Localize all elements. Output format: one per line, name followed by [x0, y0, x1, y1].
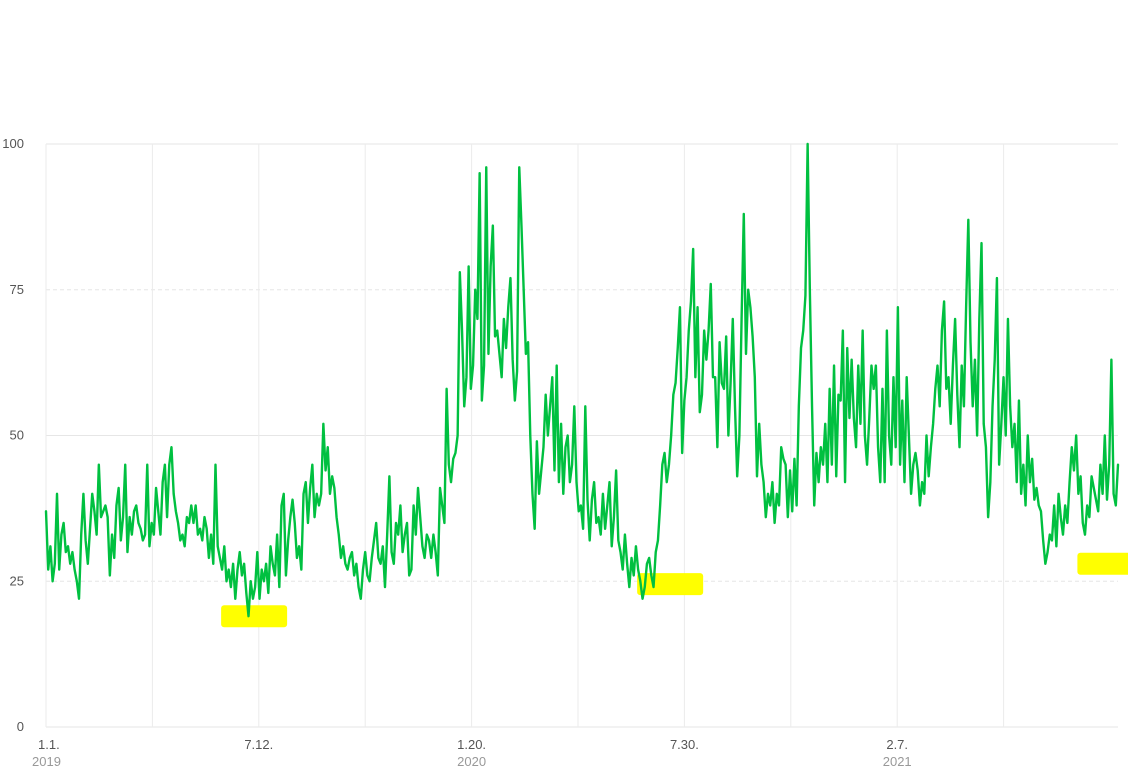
series-group	[44, 142, 1120, 618]
highlight-marker	[1077, 552, 1128, 575]
x-tick-label: 7.12.	[244, 737, 273, 752]
x-tick-label: 2.7.	[886, 737, 908, 752]
highlight-marker	[221, 605, 288, 628]
x-year-label: 2021	[883, 754, 912, 769]
series-line	[44, 142, 1120, 618]
y-tick-label: 75	[10, 282, 24, 297]
y-tick-label: 25	[10, 573, 24, 588]
x-tick-label: 1.1.	[38, 737, 60, 752]
y-tick-label: 50	[10, 428, 24, 443]
y-tick-label: 100	[2, 136, 24, 151]
grid-lines	[45, 143, 1118, 728]
x-tick-label: 1.20.	[457, 737, 486, 752]
highlight-marker	[637, 573, 704, 596]
y-axis: 0 25 50 75 100	[2, 136, 24, 734]
x-tick-label: 7.30.	[670, 737, 699, 752]
x-axis: 1.1. 2019 7.12. 1.20. 2020 7.30. 2.7. 2021	[32, 737, 912, 769]
x-year-label: 2020	[457, 754, 486, 769]
y-tick-label: 0	[17, 719, 24, 734]
x-year-label: 2019	[32, 754, 61, 769]
